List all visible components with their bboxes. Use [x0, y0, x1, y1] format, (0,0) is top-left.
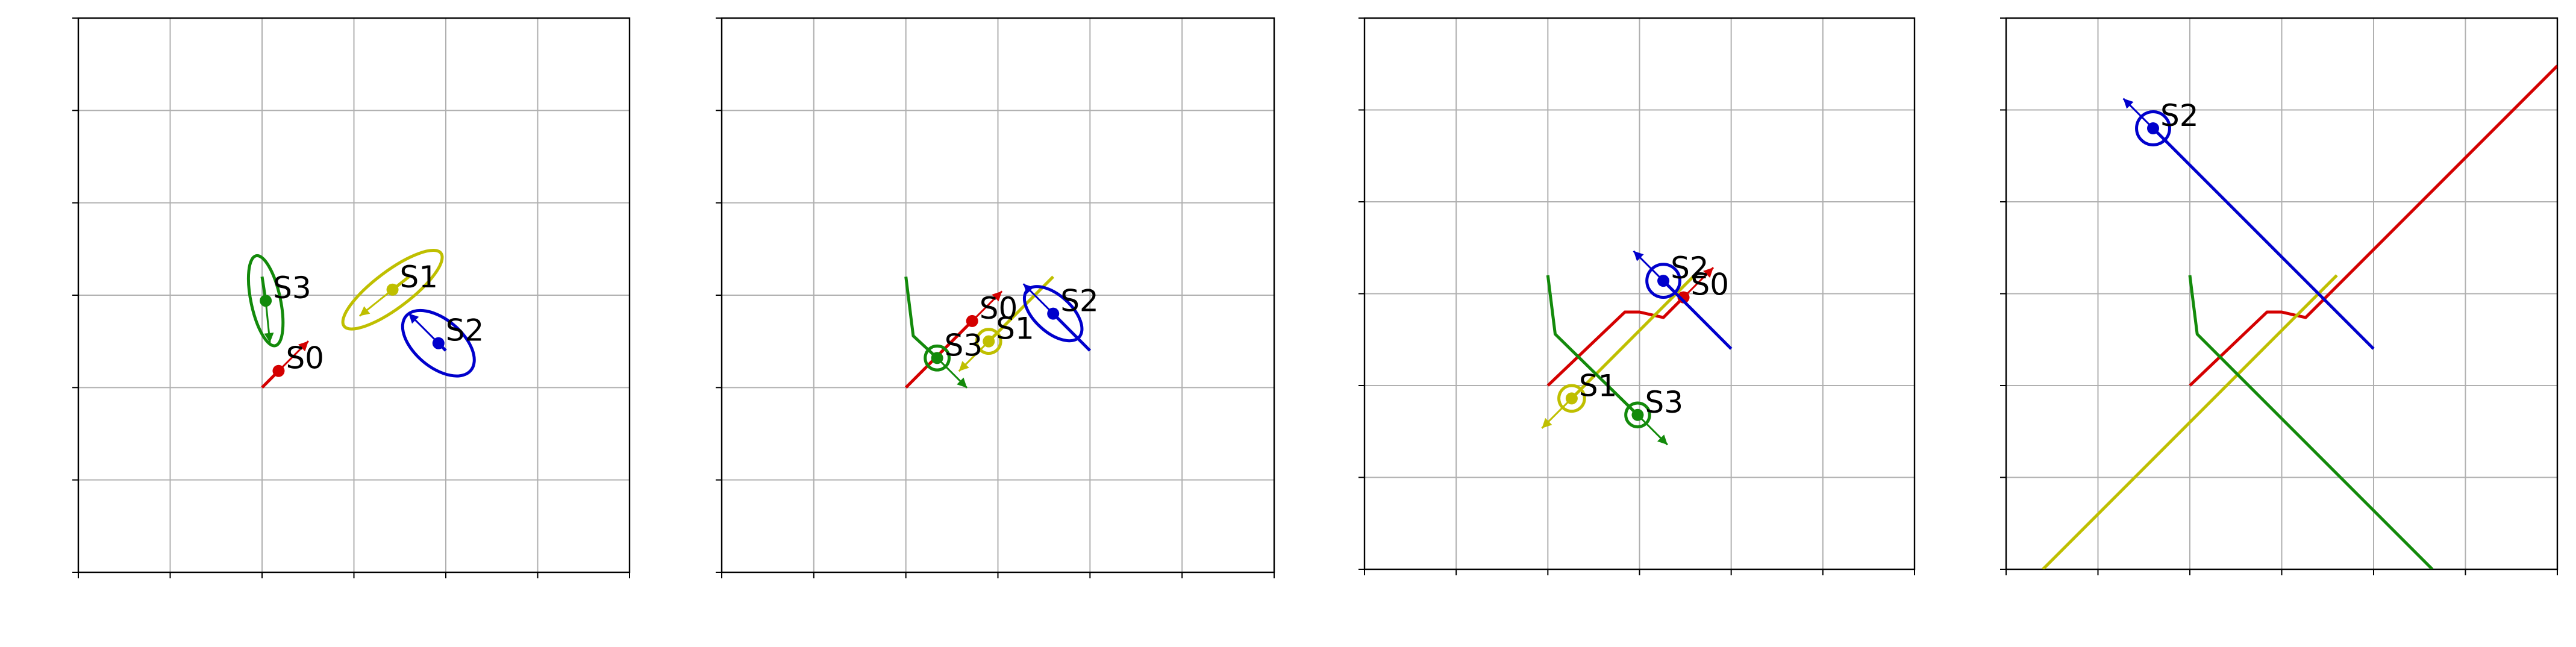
chart-2-ship-s2 [1047, 307, 1060, 320]
chart-3-ship-label-s3: S3 [1645, 385, 1683, 420]
chart-4-ship-s2 [2147, 122, 2159, 134]
chart-1-heading-arrowhead-s0 [298, 341, 308, 352]
chart-4-domain-s2 [2135, 110, 2171, 146]
chart-3-ship-label-s0: S0 [1691, 267, 1730, 302]
chart-2-ship-s0 [966, 314, 978, 327]
chart-2-ship-label-s1: S1 [996, 311, 1034, 346]
chart-2-heading-arrowhead-s3 [957, 377, 968, 388]
chart-2-heading-arrowhead-s2 [1023, 284, 1034, 295]
chart-3-domain-s2 [1645, 263, 1681, 299]
chart-1-ship-s2 [432, 337, 445, 349]
chart-1-ship-s0 [272, 364, 285, 377]
chart-1-series-group [246, 249, 476, 389]
chart-1-domain-s3 [246, 254, 285, 348]
chart-1-ship-label-s3: S3 [273, 270, 311, 305]
chart-3-heading-arrowhead-s1 [1542, 417, 1552, 428]
chart-2-ship-label-s2: S2 [1060, 284, 1099, 319]
chart-1-heading-arrowhead-s2 [408, 313, 419, 324]
chart-3-domain-s3 [1624, 401, 1651, 429]
chart-4-track-s0 [2189, 64, 2557, 387]
chart-3-ship-s2 [1657, 275, 1670, 287]
chart-2-ship-label-s3: S3 [945, 328, 983, 363]
chart-1-ship-s1 [386, 283, 399, 296]
chart-4: S2 [2000, 17, 2559, 575]
chart-3-ship-s0 [1677, 291, 1690, 304]
chart-2-ship-s1 [983, 335, 995, 348]
chart-3-ship-label-s1: S1 [1579, 368, 1618, 403]
chart-2-domain-s3 [924, 344, 951, 372]
chart-4-track-s1 [2042, 274, 2338, 569]
chart-3-ship-s3 [1631, 408, 1644, 421]
chart-2-track-s2 [1052, 312, 1092, 352]
chart-3: S0 S1 S2 S3 [1358, 17, 1916, 575]
chart-3-heading-arrowhead-s2 [1633, 251, 1644, 261]
chart-1-ship-label-s0: S0 [286, 341, 324, 376]
chart-1-domain-s1 [341, 249, 444, 331]
chart-2-heading-arrowhead-s0 [992, 291, 1002, 302]
chart-3-domain-s1 [1557, 384, 1586, 413]
chart-4-track-s3 [2188, 275, 2434, 569]
chart-1-ship-label-s2: S2 [446, 313, 484, 348]
chart-3-heading-arrowhead-s3 [1657, 434, 1668, 445]
chart-1-heading-arrowhead-s1 [359, 306, 370, 316]
chart-4-track-s2 [2152, 127, 2375, 350]
chart-2-series-group [904, 275, 1092, 389]
chart-2-ship-s3 [931, 352, 943, 364]
chart-2-ship-label-s0: S0 [980, 291, 1018, 326]
chart-4-ship-label-s2: S2 [2160, 98, 2199, 133]
chart-1-heading-arrowhead-s3 [264, 333, 274, 343]
chart-3-ship-label-s2: S2 [1671, 251, 1709, 286]
chart-3-track-s3 [1546, 275, 1639, 416]
chart-3-ship-s1 [1565, 392, 1578, 405]
chart-2-domain-s1 [975, 328, 1002, 355]
chart-3-series-group [1541, 250, 1733, 446]
chart-4-heading-arrowhead-s2 [2123, 98, 2134, 109]
chart-1-domain-s2 [401, 308, 476, 378]
chart-1-ship-label-s1: S1 [400, 260, 439, 295]
chart-1-ship-s3 [260, 295, 272, 307]
chart-2-heading-arrowhead-s1 [958, 361, 969, 372]
chart-3-track-s1 [1571, 274, 1696, 400]
chart-3-heading-arrowhead-s0 [1703, 267, 1714, 278]
chart-4-series-group [2042, 64, 2557, 569]
chart-3-track-s0 [1546, 296, 1685, 387]
